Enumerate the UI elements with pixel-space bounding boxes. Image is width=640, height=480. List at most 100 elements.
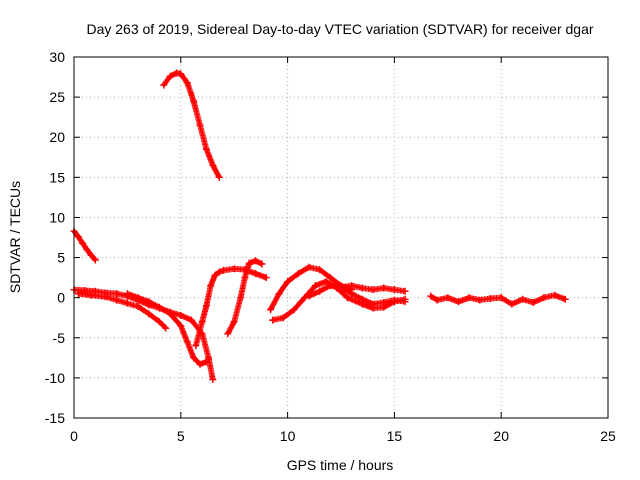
- data-point: [177, 311, 185, 319]
- data-point: [190, 354, 198, 362]
- data-point: [102, 293, 110, 301]
- data-point: [337, 283, 345, 291]
- data-point: [81, 286, 89, 294]
- data-point: [401, 298, 409, 306]
- series-layer: [70, 69, 569, 383]
- x-tick-label: 10: [280, 428, 296, 444]
- data-point: [433, 296, 441, 304]
- data-point: [326, 274, 334, 282]
- data-point: [305, 263, 313, 271]
- data-point: [183, 79, 191, 87]
- data-point: [207, 282, 215, 290]
- data-point: [83, 246, 91, 254]
- data-point: [508, 300, 516, 308]
- y-tick-label: -10: [45, 370, 65, 386]
- data-point: [230, 318, 238, 326]
- y-tick-label: 15: [49, 169, 65, 185]
- data-point: [269, 316, 277, 324]
- data-point: [343, 294, 351, 302]
- data-point: [160, 81, 168, 89]
- data-point: [177, 322, 185, 330]
- y-tick-label: 10: [49, 209, 65, 225]
- data-point: [390, 286, 398, 294]
- data-point: [551, 291, 559, 299]
- data-point: [202, 145, 210, 153]
- data-point: [348, 290, 356, 298]
- data-point: [252, 270, 260, 278]
- data-point: [358, 284, 366, 292]
- data-point: [316, 266, 324, 274]
- series-arc-b: [75, 290, 169, 332]
- data-point: [87, 291, 95, 299]
- y-tick-label: 30: [49, 49, 65, 65]
- data-point: [155, 318, 163, 326]
- data-point: [211, 271, 219, 279]
- data-point: [113, 296, 121, 304]
- data-point: [290, 306, 298, 314]
- chart-title: Day 263 of 2019, Sidereal Day-to-day VTE…: [86, 21, 593, 37]
- series-arc-j: [427, 292, 569, 308]
- data-point: [305, 292, 313, 300]
- data-point: [267, 306, 275, 314]
- x-tick-label: 25: [600, 428, 616, 444]
- data-point: [187, 316, 195, 324]
- data-point: [454, 298, 462, 306]
- data-point: [190, 97, 198, 105]
- data-point: [224, 330, 232, 338]
- data-point: [316, 287, 324, 295]
- data-point: [209, 375, 217, 383]
- data-point: [91, 256, 99, 264]
- data-point: [177, 70, 185, 78]
- tick-layer: 0 5 10 15 20 25 -15 -10 -5 0 5 10 15 20 25 30: [45, 49, 616, 444]
- y-tick-label: 25: [49, 89, 65, 105]
- x-tick-label: 5: [177, 428, 185, 444]
- data-point: [241, 274, 249, 282]
- data-point: [529, 298, 537, 306]
- data-point: [444, 294, 452, 302]
- data-point: [487, 294, 495, 302]
- y-tick-label: -5: [53, 330, 66, 346]
- data-point: [155, 303, 163, 311]
- y-tick-label: -15: [45, 410, 65, 426]
- data-point: [123, 290, 131, 298]
- data-point: [245, 259, 253, 267]
- data-point: [215, 173, 223, 181]
- data-point: [74, 290, 82, 298]
- data-point: [294, 270, 302, 278]
- data-point: [519, 295, 527, 303]
- data-point: [196, 360, 204, 368]
- data-point: [326, 282, 334, 290]
- data-point: [311, 282, 319, 290]
- data-point: [162, 324, 170, 332]
- data-point: [262, 274, 270, 282]
- data-point: [215, 268, 223, 276]
- x-tick-label: 0: [70, 428, 78, 444]
- data-point: [540, 294, 548, 302]
- data-point: [209, 161, 217, 169]
- x-tick-label: 15: [387, 428, 403, 444]
- data-point: [252, 257, 260, 265]
- data-point: [369, 286, 377, 294]
- data-point: [87, 251, 95, 259]
- data-point: [220, 266, 228, 274]
- data-point: [237, 294, 245, 302]
- data-point: [284, 278, 292, 286]
- data-point: [380, 284, 388, 292]
- y-tick-label: 0: [57, 290, 65, 306]
- data-point: [301, 294, 309, 302]
- data-point: [79, 239, 87, 247]
- data-point: [258, 260, 266, 268]
- data-point: [123, 299, 131, 307]
- data-point: [145, 310, 153, 318]
- data-point: [183, 338, 191, 346]
- data-point: [173, 69, 181, 77]
- data-point: [465, 294, 473, 302]
- data-point: [275, 290, 283, 298]
- data-point: [476, 296, 484, 304]
- data-point: [74, 233, 82, 241]
- data-point: [166, 72, 174, 80]
- x-axis-label: GPS time / hours: [287, 457, 394, 473]
- data-point: [390, 296, 398, 304]
- y-axis-label: SDTVAR / TECUs: [7, 181, 23, 293]
